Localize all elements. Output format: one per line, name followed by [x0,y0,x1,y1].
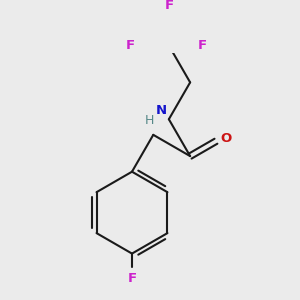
Text: F: F [164,0,173,12]
Text: H: H [145,114,154,128]
Text: N: N [155,104,167,117]
Text: O: O [220,132,231,145]
Text: F: F [128,272,136,285]
Text: F: F [198,39,207,52]
Text: F: F [126,39,135,52]
